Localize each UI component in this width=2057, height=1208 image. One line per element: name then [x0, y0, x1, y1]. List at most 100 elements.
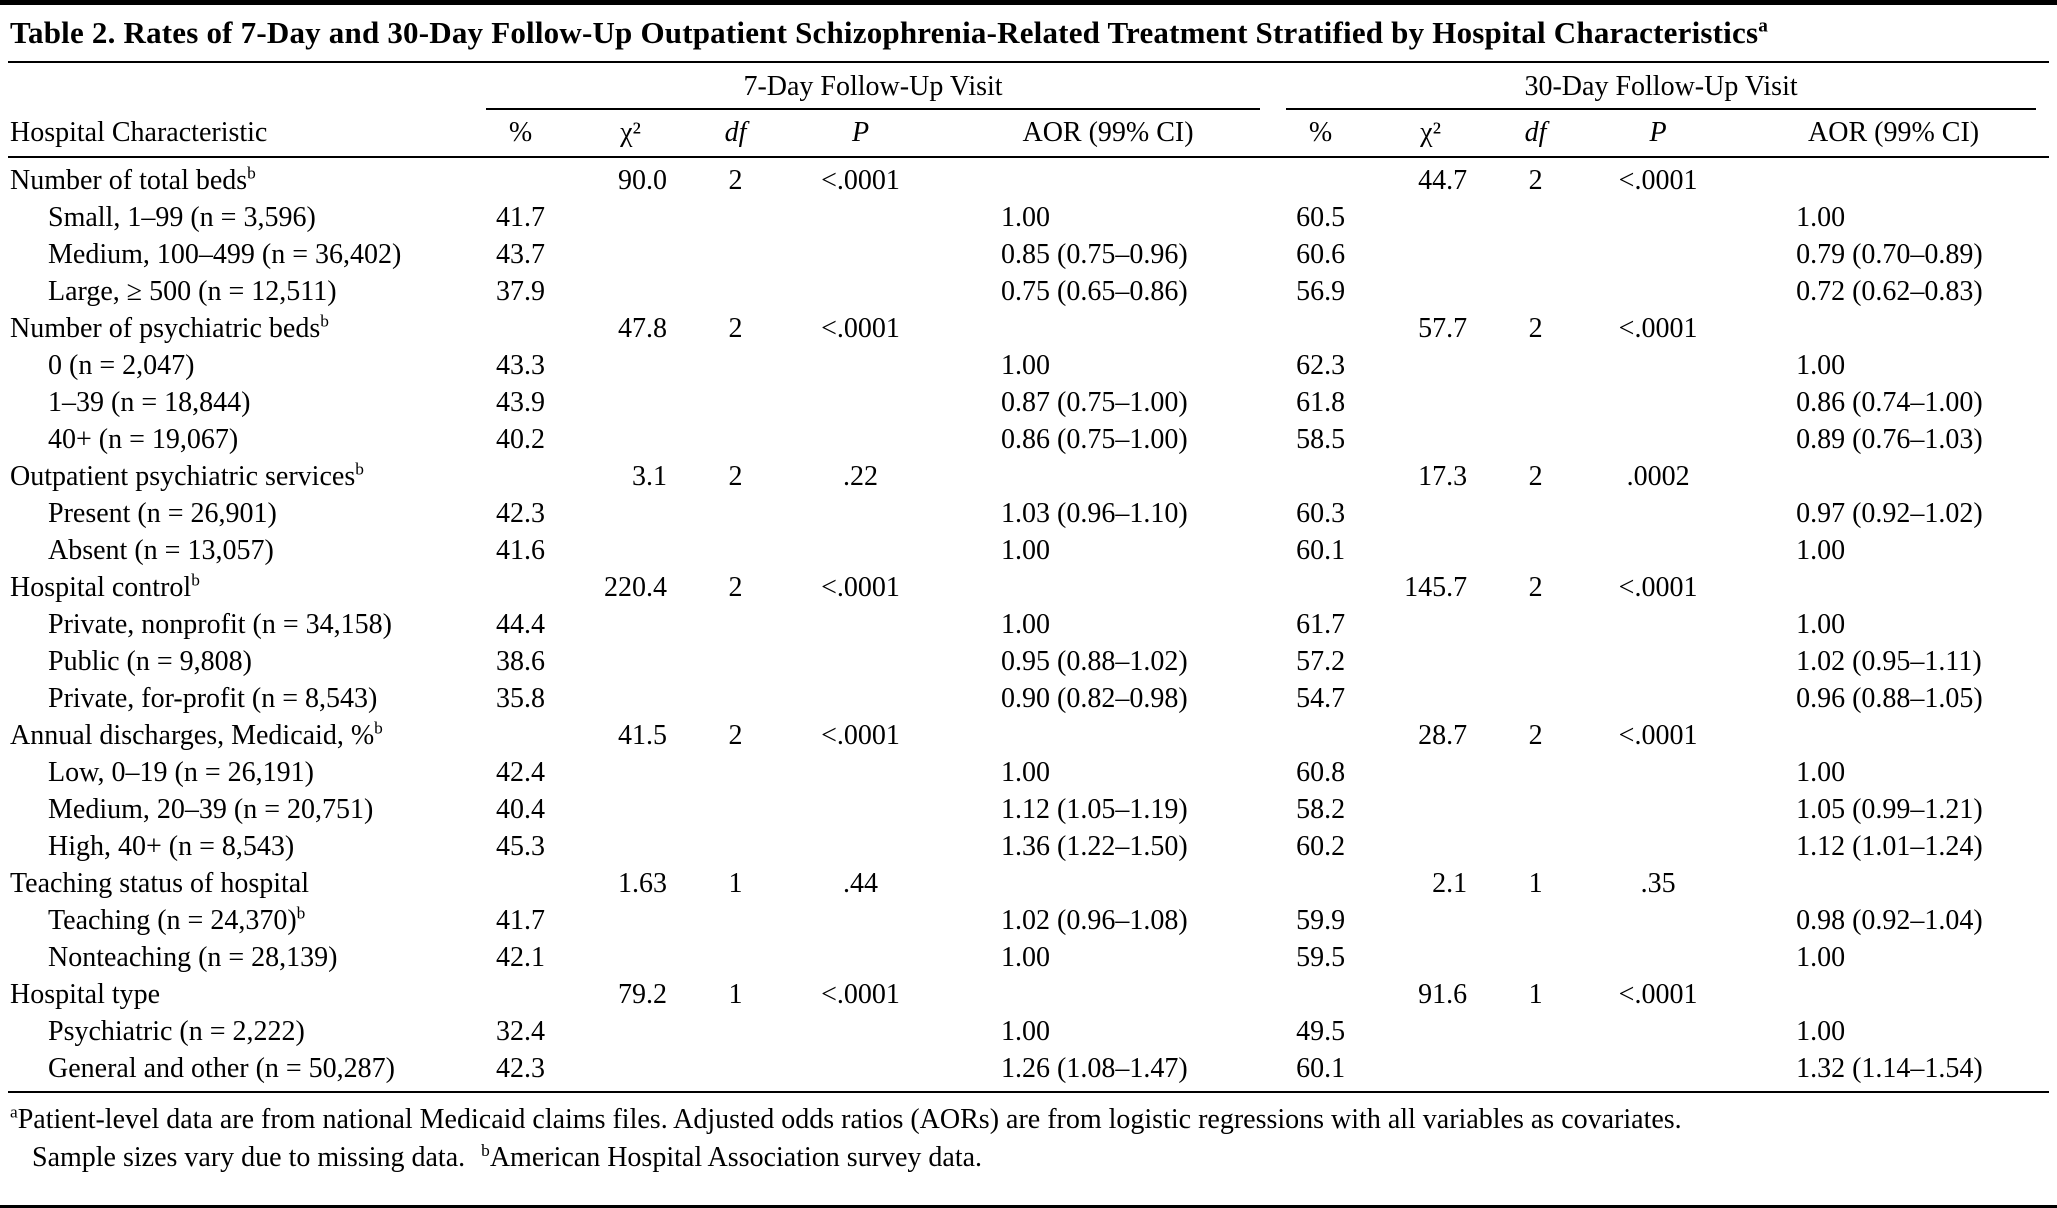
cell-30day-pct: 58.5	[1296, 424, 1346, 455]
row-footnote-marker: b	[374, 718, 383, 738]
cell-30day-chi	[1368, 532, 1493, 569]
cell-7day-p	[778, 421, 943, 458]
cell-7day-pct: 43.9	[496, 387, 545, 418]
cell-30day-df	[1493, 754, 1578, 791]
cell-7day-df	[693, 1050, 778, 1091]
cell-7day-aor: 1.00	[1001, 202, 1050, 233]
cell-30day-pct: 56.9	[1296, 276, 1346, 307]
footnote-b-text: American Hospital Association survey dat…	[489, 1142, 983, 1173]
cell-7day-chi: 3.1	[632, 461, 667, 492]
col-header-30day-pct: %	[1273, 111, 1369, 158]
table-row: Medium, 20–39 (n = 20,751) 40.4 1.12 (1.05…	[8, 791, 2049, 828]
cell-7day-df	[693, 754, 778, 791]
row-label: Hospital type	[10, 979, 161, 1010]
row-label: High, 40+ (n = 8,543)	[48, 831, 295, 862]
cell-30day-df	[1493, 828, 1578, 865]
cell-7day-pct: 41.7	[496, 905, 545, 936]
cell-7day-aor: 1.00	[1001, 942, 1050, 973]
cell-30day-df: 2	[1528, 313, 1543, 344]
footnotes: aPatient-level data are from national Me…	[8, 1091, 2049, 1187]
cell-30day-p	[1578, 347, 1738, 384]
cell-7day-aor	[943, 717, 1273, 754]
cell-30day-chi	[1368, 199, 1493, 236]
cell-7day-aor	[943, 310, 1273, 347]
table-row: Small, 1–99 (n = 3,596) 41.7 1.00 60.5 1.00	[8, 199, 2049, 236]
row-label: Absent (n = 13,057)	[48, 535, 274, 566]
footnote-line-1: aPatient-level data are from national Me…	[10, 1101, 2047, 1139]
cell-7day-df	[693, 421, 778, 458]
row-label: Large, ≥ 500 (n = 12,511)	[48, 276, 337, 307]
cell-7day-pct: 42.4	[496, 757, 545, 788]
cell-7day-aor: 1.26 (1.08–1.47)	[1001, 1053, 1188, 1084]
cell-30day-p: .35	[1640, 868, 1676, 899]
cell-30day-chi: 28.7	[1418, 720, 1468, 751]
table-row: Hospital controlb 220.4 2 <.0001 145.7 2 <.000…	[8, 569, 2049, 606]
cell-7day-chi: 1.63	[618, 868, 667, 899]
cell-30day-aor: 0.72 (0.62–0.83)	[1796, 276, 1983, 307]
table-title-text: Table 2. Rates of 7-Day and 30-Day Follo…	[10, 15, 1759, 50]
cell-7day-chi	[568, 273, 693, 310]
cell-30day-chi: 145.7	[1404, 572, 1468, 603]
cell-30day-chi: 91.6	[1418, 979, 1468, 1010]
cell-30day-p: <.0001	[1618, 313, 1698, 344]
table-row: Present (n = 26,901) 42.3 1.03 (0.96–1.10)…	[8, 495, 2049, 532]
cell-30day-pct: 60.1	[1296, 535, 1346, 566]
cell-7day-pct: 43.7	[496, 239, 545, 270]
cell-30day-p	[1578, 384, 1738, 421]
cell-30day-chi	[1368, 828, 1493, 865]
table-row: Number of total bedsb 90.0 2 <.0001 44.7 2 <.0…	[8, 157, 2049, 199]
cell-7day-df: 1	[728, 868, 743, 899]
table-row: Private, for-profit (n = 8,543) 35.8 0.90 …	[8, 680, 2049, 717]
cell-7day-p	[778, 902, 943, 939]
cell-7day-p	[778, 939, 943, 976]
row-label: Medium, 20–39 (n = 20,751)	[48, 794, 374, 825]
cell-7day-p	[778, 791, 943, 828]
cell-7day-df: 1	[728, 979, 743, 1010]
cell-30day-df	[1493, 421, 1578, 458]
cell-30day-chi	[1368, 384, 1493, 421]
group-header-spacer	[8, 63, 473, 111]
row-label: Public (n = 9,808)	[48, 646, 252, 677]
cell-7day-aor: 1.00	[1001, 609, 1050, 640]
cell-30day-p: .0002	[1626, 461, 1690, 492]
cell-7day-df	[693, 495, 778, 532]
cell-7day-df	[693, 902, 778, 939]
cell-7day-df: 2	[728, 720, 743, 751]
cell-30day-aor	[1738, 976, 2049, 1013]
cell-7day-df	[693, 828, 778, 865]
cell-7day-pct: 43.3	[496, 350, 545, 381]
cell-7day-chi: 41.5	[618, 720, 667, 751]
cell-7day-df	[693, 236, 778, 273]
cell-7day-p	[778, 1050, 943, 1091]
table-row: Large, ≥ 500 (n = 12,511) 37.9 0.75 (0.65–…	[8, 273, 2049, 310]
cell-7day-pct: 45.3	[496, 831, 545, 862]
cell-7day-pct: 41.6	[496, 535, 545, 566]
cell-30day-chi: 44.7	[1418, 165, 1468, 196]
cell-30day-p: <.0001	[1618, 979, 1698, 1010]
cell-30day-pct	[1273, 865, 1368, 902]
row-label: Outpatient psychiatric servicesb	[10, 459, 364, 492]
cell-7day-p: <.0001	[821, 165, 900, 196]
cell-7day-pct: 41.7	[496, 202, 545, 233]
cell-30day-aor: 0.96 (0.88–1.05)	[1796, 683, 1983, 714]
cell-7day-chi	[568, 791, 693, 828]
cell-30day-df: 1	[1528, 979, 1543, 1010]
row-label: Number of total bedsb	[10, 163, 256, 196]
footnote-continuation-text: Sample sizes vary due to missing data.	[32, 1142, 466, 1173]
cell-30day-chi	[1368, 680, 1493, 717]
cell-7day-p	[778, 384, 943, 421]
cell-30day-chi	[1368, 754, 1493, 791]
cell-7day-chi	[568, 199, 693, 236]
cell-30day-aor: 0.98 (0.92–1.04)	[1796, 905, 1983, 936]
cell-7day-pct: 42.3	[496, 498, 545, 529]
cell-7day-pct	[473, 458, 568, 495]
cell-30day-pct	[1273, 976, 1368, 1013]
cell-30day-aor: 0.86 (0.74–1.00)	[1796, 387, 1983, 418]
cell-30day-chi	[1368, 902, 1493, 939]
table-row: Medium, 100–499 (n = 36,402) 43.7 0.85 (0.…	[8, 236, 2049, 273]
table-row: 40+ (n = 19,067) 40.2 0.86 (0.75–1.00) 58.5…	[8, 421, 2049, 458]
col-header-7day-aor: AOR (99% CI)	[943, 111, 1274, 158]
cell-7day-aor: 1.00	[1001, 535, 1050, 566]
table-row: 0 (n = 2,047) 43.3 1.00 62.3 1.00	[8, 347, 2049, 384]
